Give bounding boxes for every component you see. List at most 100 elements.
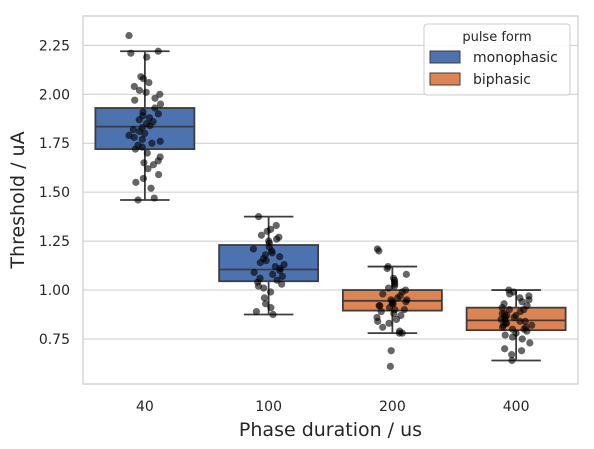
data-point bbox=[156, 137, 164, 145]
data-point bbox=[498, 323, 507, 331]
data-point bbox=[142, 88, 150, 96]
data-point bbox=[278, 272, 286, 280]
data-point bbox=[262, 257, 270, 265]
data-point bbox=[249, 245, 258, 253]
data-point bbox=[151, 104, 159, 112]
data-point bbox=[130, 82, 138, 91]
data-point bbox=[508, 333, 517, 341]
box-400 bbox=[465, 289, 567, 362]
data-point bbox=[375, 302, 383, 310]
data-point bbox=[278, 280, 286, 288]
data-point bbox=[252, 307, 261, 316]
data-point bbox=[151, 94, 159, 102]
data-point bbox=[510, 313, 518, 322]
y-tick-label: 1.25 bbox=[39, 234, 70, 250]
data-point bbox=[505, 306, 513, 314]
data-point bbox=[139, 174, 147, 183]
y-tick-label: 1.75 bbox=[39, 136, 70, 152]
legend-title: pulse form bbox=[462, 30, 531, 45]
x-tick-labels: 40 100 200 400 bbox=[136, 399, 530, 415]
data-point bbox=[149, 161, 157, 169]
data-point bbox=[267, 304, 275, 312]
legend-swatch bbox=[429, 50, 461, 64]
y-axis-label: Threshold / uA bbox=[7, 131, 29, 269]
data-point bbox=[508, 351, 516, 359]
data-point bbox=[138, 135, 146, 143]
data-point bbox=[523, 327, 531, 335]
data-point bbox=[501, 331, 509, 339]
data-point bbox=[518, 298, 526, 306]
data-point bbox=[379, 323, 387, 331]
data-point bbox=[154, 157, 162, 165]
data-point bbox=[257, 231, 266, 239]
data-point bbox=[394, 294, 402, 302]
data-point bbox=[269, 270, 277, 278]
data-point bbox=[134, 196, 142, 204]
data-point bbox=[155, 170, 163, 179]
data-point bbox=[390, 282, 399, 290]
data-point bbox=[130, 133, 138, 141]
data-point bbox=[521, 317, 529, 325]
data-point bbox=[379, 290, 387, 298]
legend: pulse form monophasic biphasic bbox=[423, 23, 571, 96]
data-point bbox=[528, 321, 536, 329]
data-point bbox=[383, 264, 391, 273]
data-point bbox=[272, 221, 280, 230]
data-point bbox=[156, 100, 165, 108]
data-point bbox=[273, 235, 281, 243]
data-point bbox=[276, 253, 284, 261]
data-point bbox=[390, 309, 398, 318]
data-point bbox=[387, 347, 395, 355]
x-tick-label: 40 bbox=[136, 399, 154, 415]
data-point bbox=[144, 165, 152, 173]
data-point bbox=[254, 213, 263, 221]
data-point bbox=[516, 317, 524, 325]
data-point bbox=[400, 306, 408, 314]
data-point bbox=[276, 266, 284, 275]
data-point bbox=[385, 319, 393, 327]
data-point bbox=[268, 249, 276, 257]
data-point bbox=[145, 78, 153, 87]
data-point bbox=[261, 300, 270, 308]
data-point bbox=[518, 335, 526, 343]
data-point bbox=[384, 284, 393, 292]
data-point bbox=[525, 296, 533, 304]
y-tick-label: 1.50 bbox=[39, 185, 70, 201]
data-point bbox=[374, 317, 382, 325]
data-point bbox=[498, 304, 506, 312]
data-point bbox=[260, 294, 269, 302]
data-point bbox=[402, 298, 410, 306]
data-point bbox=[508, 356, 516, 365]
data-point bbox=[156, 90, 164, 98]
data-point bbox=[143, 149, 151, 157]
data-point bbox=[127, 49, 135, 57]
data-point bbox=[402, 270, 410, 278]
legend-label: monophasic bbox=[473, 50, 558, 66]
data-point bbox=[256, 259, 264, 267]
data-point bbox=[250, 268, 258, 277]
data-point bbox=[135, 116, 143, 124]
x-axis-label: Phase duration / us bbox=[239, 419, 422, 441]
data-point bbox=[129, 125, 137, 134]
y-tick-labels: 0.75 1.00 1.25 1.50 1.75 2.00 2.25 bbox=[39, 38, 70, 348]
plot-frame bbox=[82, 15, 579, 385]
data-point bbox=[154, 47, 162, 55]
data-point bbox=[147, 184, 155, 192]
data-point bbox=[135, 86, 144, 94]
strip-points bbox=[125, 31, 536, 370]
data-point bbox=[392, 315, 401, 324]
data-point bbox=[517, 347, 526, 355]
data-point bbox=[140, 159, 148, 167]
boxes bbox=[94, 50, 567, 362]
x-tick-label: 400 bbox=[503, 399, 530, 415]
legend-entries: monophasic biphasic bbox=[429, 50, 558, 88]
y-tick-label: 2.25 bbox=[39, 38, 70, 54]
data-point bbox=[386, 362, 394, 370]
data-point bbox=[150, 194, 158, 202]
legend-swatch bbox=[429, 72, 461, 86]
y-tick-label: 2.00 bbox=[39, 87, 70, 103]
x-tick-label: 100 bbox=[255, 399, 282, 415]
data-point bbox=[138, 143, 146, 151]
data-point bbox=[125, 31, 133, 40]
